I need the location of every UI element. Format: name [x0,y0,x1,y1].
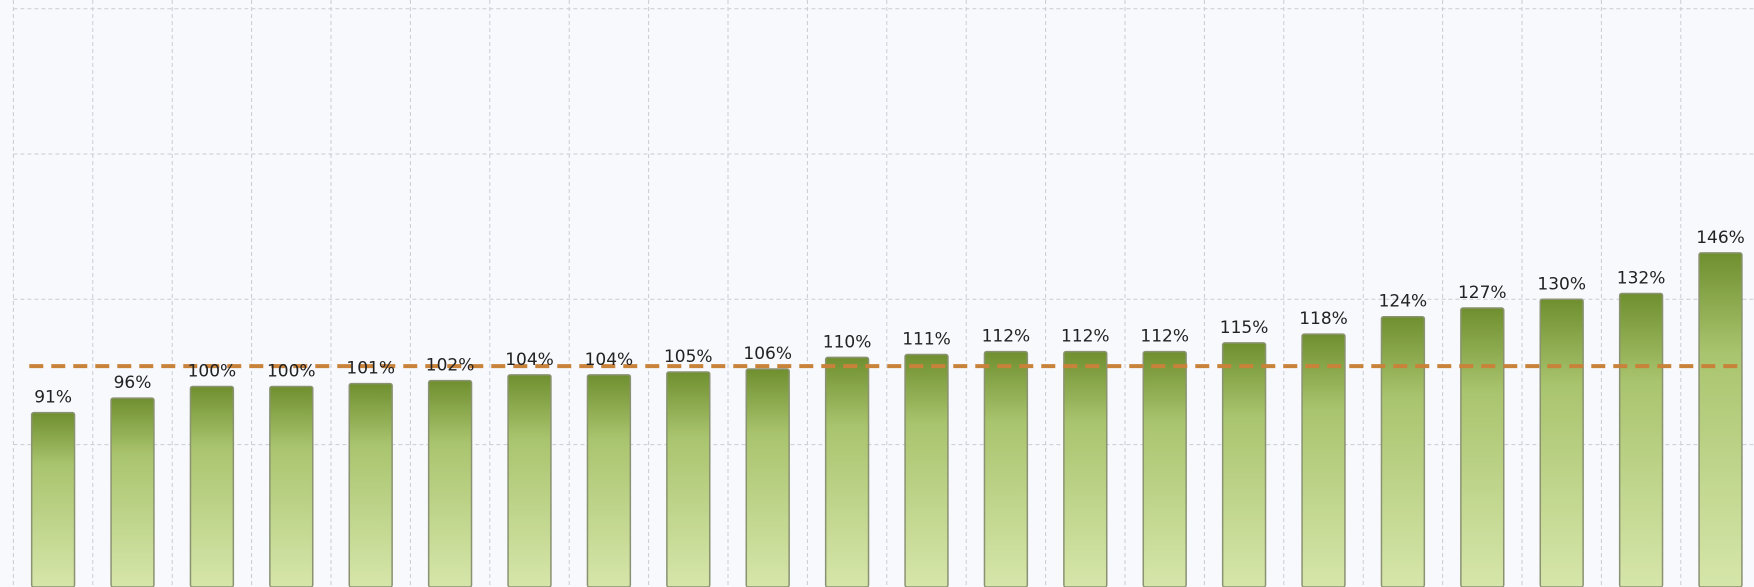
bar [110,397,155,587]
data-label: 100% [188,361,237,381]
data-label: 130% [1537,274,1586,294]
data-label: 115% [1220,318,1269,338]
bar [1063,350,1108,587]
bar [348,382,393,587]
bar [586,374,632,587]
data-label: 146% [1696,228,1745,248]
bar [666,371,711,587]
bar [983,350,1029,587]
data-label: 112% [1061,327,1110,347]
bar [30,411,76,587]
bar [1380,315,1426,587]
data-label: 104% [585,350,634,370]
data-label: 104% [505,350,554,370]
data-label: 132% [1617,269,1666,289]
bar [745,368,790,587]
bar [1142,350,1187,587]
data-label: 112% [982,327,1031,347]
data-label: 110% [823,332,872,352]
bar [824,356,870,587]
bar [1698,252,1743,587]
data-label: 127% [1458,283,1507,303]
bar [189,385,235,587]
bar [507,374,552,587]
data-label: 112% [1140,327,1189,347]
data-label: 101% [346,359,395,379]
data-label: 102% [426,356,475,376]
bar [1301,333,1346,587]
bar [904,353,949,587]
bar [1221,342,1267,587]
data-label: 106% [743,344,792,364]
bar [1618,292,1664,587]
bar [427,379,473,587]
data-label: 124% [1379,292,1428,312]
data-label: 105% [664,347,713,367]
bar [269,385,314,587]
data-label: 118% [1299,309,1348,329]
data-label: 100% [267,361,316,381]
bar [1460,307,1505,587]
data-label: 111% [902,330,951,350]
data-label: 91% [34,388,72,408]
bar [1539,298,1584,587]
data-label: 96% [114,373,152,393]
